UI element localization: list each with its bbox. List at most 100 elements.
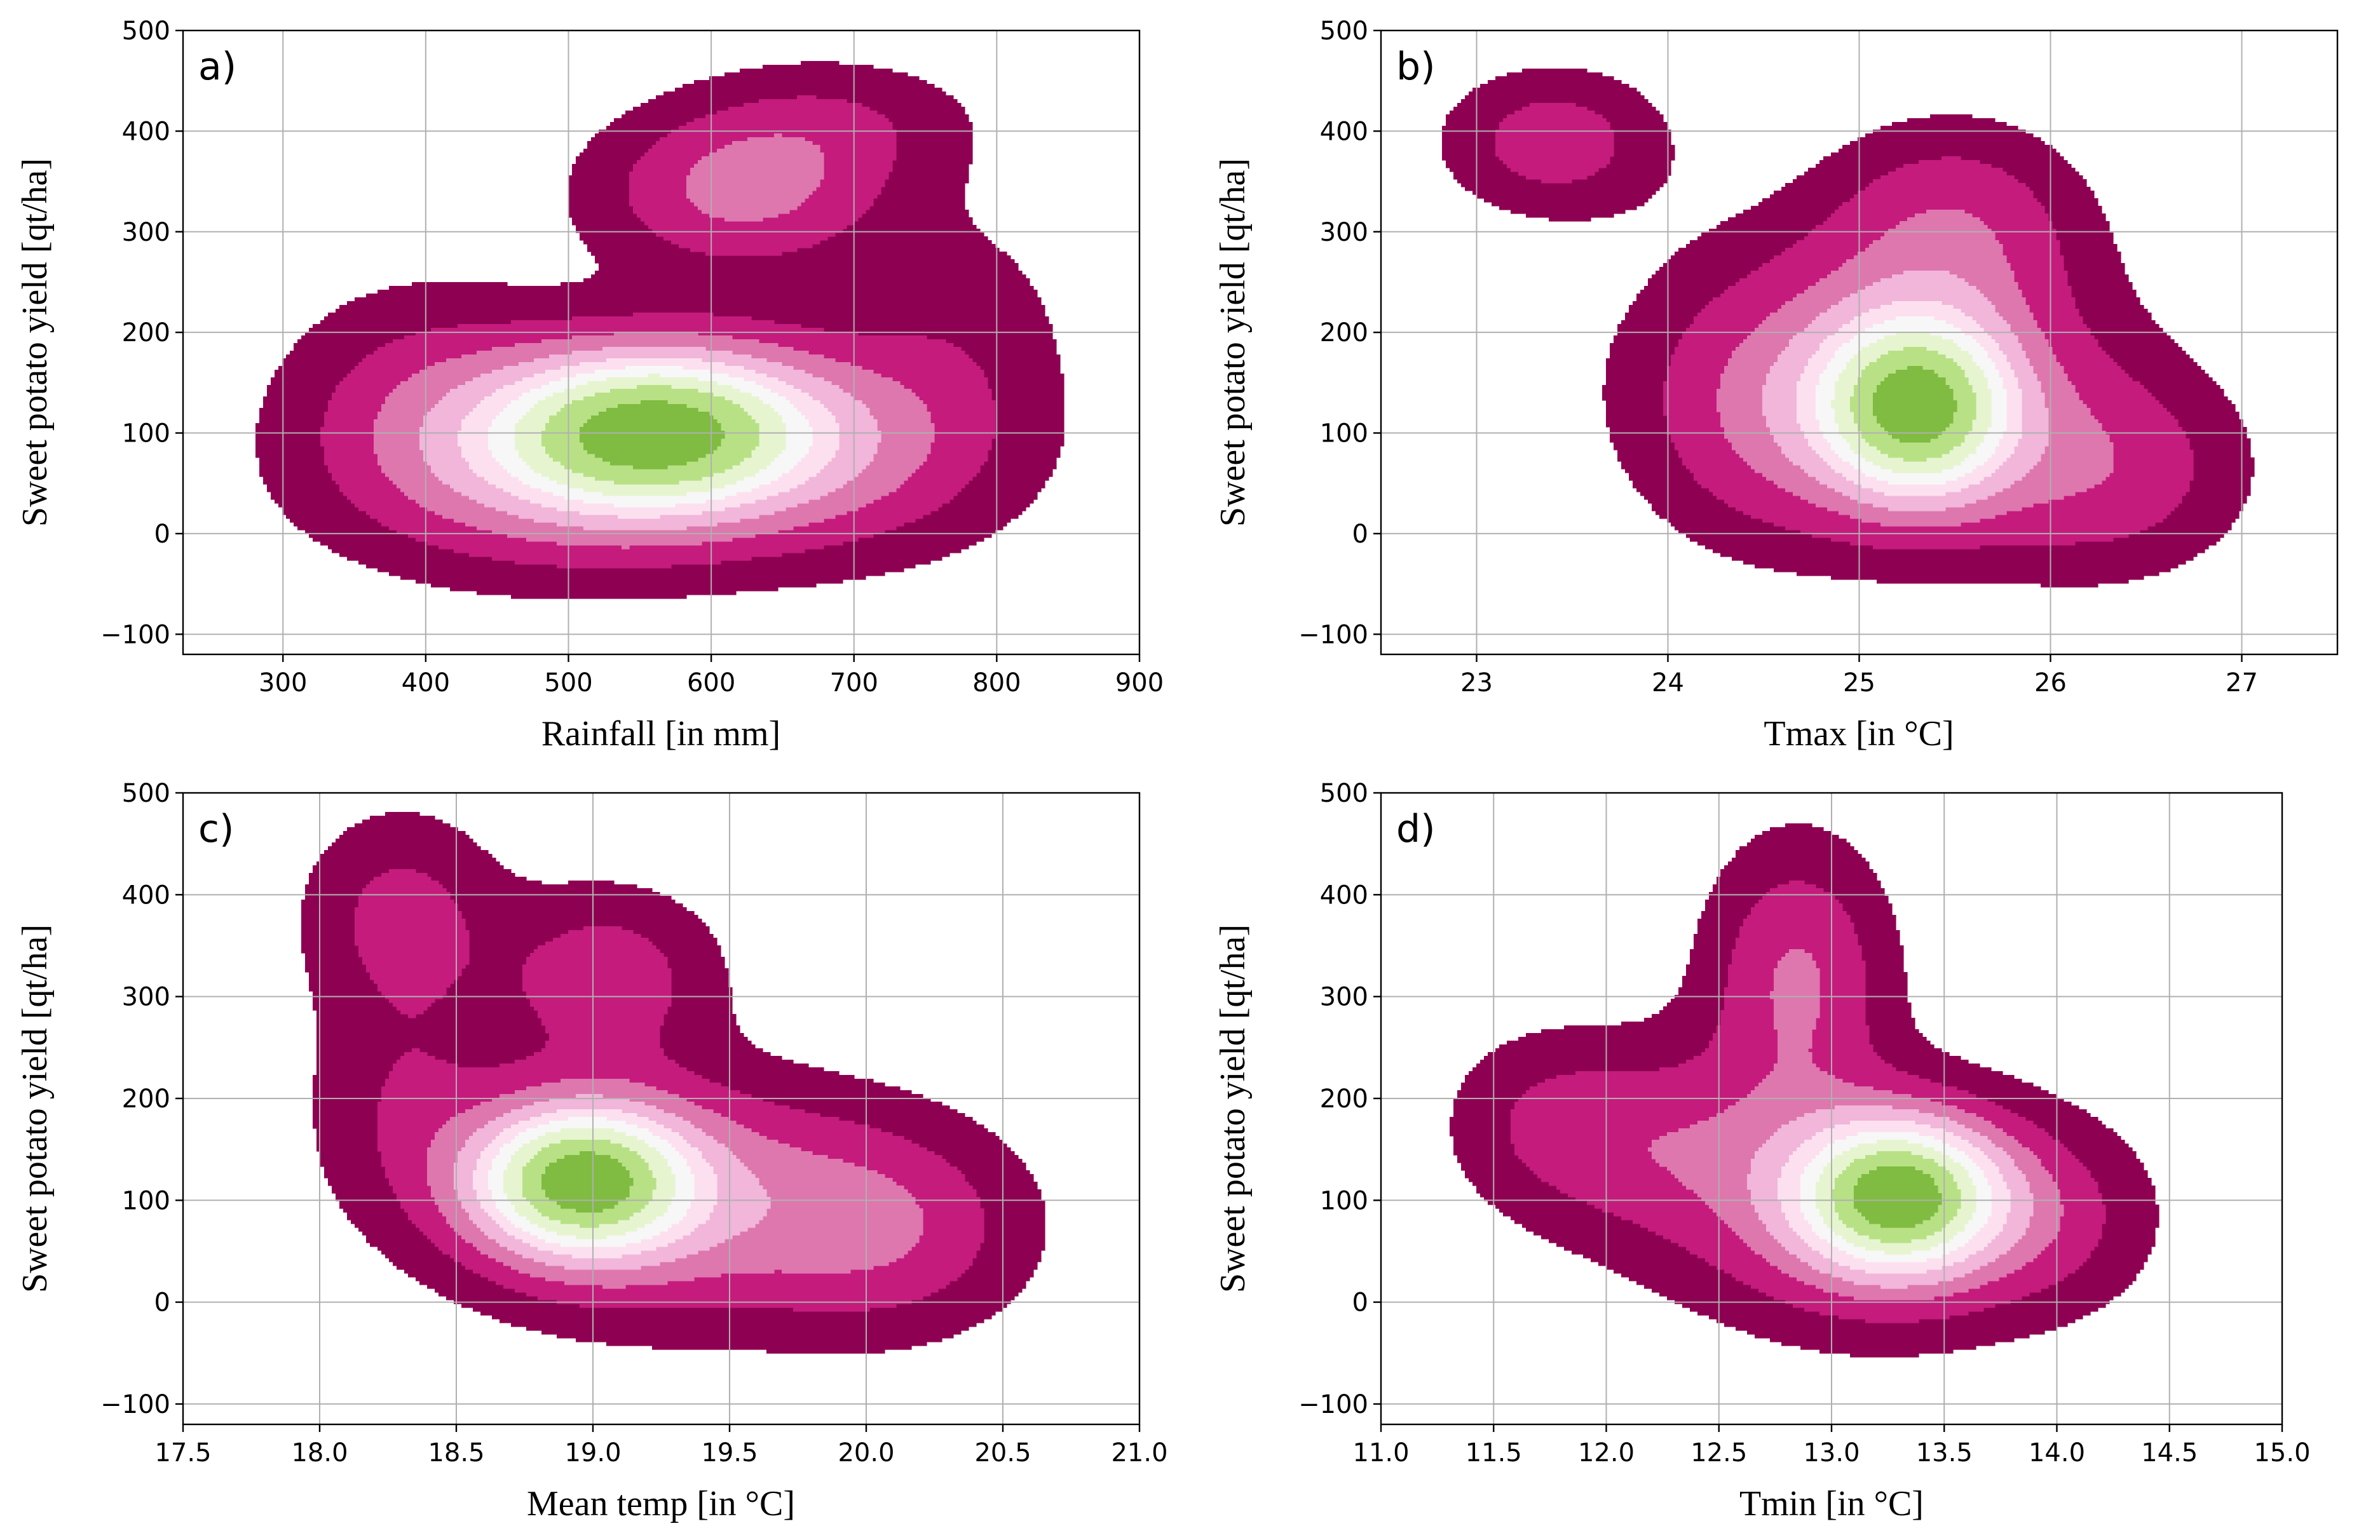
y-tick-label-c: −100 bbox=[100, 1390, 170, 1419]
x-tick-label-c: 21.0 bbox=[1111, 1438, 1167, 1468]
x-tick-label-c: 18.5 bbox=[428, 1438, 484, 1468]
x-axis-title-c: Mean temp [in °C] bbox=[527, 1484, 795, 1523]
y-tick-label-a: 0 bbox=[154, 520, 170, 549]
x-axis-title-d: Tmin [in °C] bbox=[1739, 1484, 1924, 1523]
density-band-d-1 bbox=[1450, 823, 2159, 1358]
y-tick-label-b: −100 bbox=[1298, 620, 1368, 649]
density-band-b-1 bbox=[1442, 69, 2255, 588]
density-band-c-1 bbox=[301, 812, 1045, 1354]
y-tick-label-a: 400 bbox=[122, 117, 170, 146]
x-tick-label-d: 14.5 bbox=[2141, 1438, 2198, 1468]
x-tick-label-b: 26 bbox=[2034, 668, 2067, 698]
x-tick-label-b: 27 bbox=[2226, 668, 2258, 698]
y-tick-label-a: 100 bbox=[122, 419, 170, 449]
chart-svg-d: 11.0 11.5 12.0 12.5 13.0 13.5 14.0 14.5 15.0 −100… bbox=[1213, 779, 2311, 1523]
x-tick-label-d: 13.0 bbox=[1803, 1438, 1860, 1468]
tick-labels-a: 300 400 500 600 700 800 900 −100 0 100 200 300 400 50… bbox=[100, 17, 1164, 698]
density-band-c-4 bbox=[454, 1094, 771, 1270]
density-band-c-9 bbox=[541, 1151, 634, 1213]
density-band-a-9 bbox=[580, 400, 725, 469]
chart-svg-c: 17.5 18.0 18.5 19.0 19.5 20.0 20.5 21.0 −100 0 100… bbox=[15, 779, 1168, 1523]
density-band-b-4 bbox=[1762, 271, 2049, 511]
x-tick-label-d: 12.5 bbox=[1690, 1438, 1747, 1468]
y-tick-label-a: 300 bbox=[122, 218, 170, 247]
y-tick-label-b: 500 bbox=[1320, 17, 1368, 46]
density-band-d-9 bbox=[1854, 1166, 1942, 1228]
y-tick-label-b: 100 bbox=[1320, 419, 1368, 449]
x-tick-label-c: 20.0 bbox=[838, 1438, 894, 1468]
x-axis-title-a: Rainfall [in mm] bbox=[541, 714, 780, 753]
y-tick-label-b: 300 bbox=[1320, 218, 1368, 247]
x-tick-label-d: 11.5 bbox=[1465, 1438, 1522, 1468]
chart-panel-b: 23 24 25 26 27 −100 0 100 200 300 400 500 b) Tmax [… bbox=[1190, 0, 2379, 770]
y-axis-title-b: Sweet potato yield [qt/ha] bbox=[1213, 158, 1253, 527]
x-tick-label-a: 700 bbox=[830, 668, 878, 698]
chart-panel-d: 11.0 11.5 12.0 12.5 13.0 13.5 14.0 14.5 15.0 −100… bbox=[1190, 770, 2379, 1540]
y-tick-label-c: 400 bbox=[122, 881, 170, 910]
x-axis-title-b: Tmax [in °C] bbox=[1764, 714, 1954, 753]
y-tick-label-c: 500 bbox=[122, 779, 170, 808]
chart-panel-a: 300 400 500 600 700 800 900 −100 0 100 200 300 400 50… bbox=[0, 0, 1190, 770]
chart-panel-c: 17.5 18.0 18.5 19.0 19.5 20.0 20.5 21.0 −100 0 100… bbox=[0, 770, 1190, 1540]
density-band-d-2 bbox=[1511, 881, 2106, 1323]
y-tick-label-d: 300 bbox=[1320, 983, 1368, 1012]
x-tick-label-c: 20.5 bbox=[974, 1438, 1031, 1468]
y-tick-label-a: 500 bbox=[122, 17, 170, 46]
density-band-a-3 bbox=[374, 133, 935, 550]
panel-label-a: a) bbox=[198, 44, 236, 89]
y-tick-label-d: −100 bbox=[1298, 1390, 1368, 1419]
panel-label-c: c) bbox=[198, 807, 234, 851]
x-tick-label-c: 17.5 bbox=[154, 1438, 211, 1468]
density-contours-d bbox=[1450, 823, 2159, 1358]
density-band-a-8 bbox=[541, 385, 759, 485]
y-tick-label-d: 0 bbox=[1352, 1288, 1368, 1318]
density-band-a-1 bbox=[255, 61, 1064, 599]
y-tick-label-d: 100 bbox=[1320, 1186, 1368, 1215]
x-tick-label-b: 23 bbox=[1460, 668, 1493, 698]
y-tick-label-d: 200 bbox=[1320, 1084, 1368, 1114]
y-tick-label-d: 400 bbox=[1320, 881, 1368, 910]
x-tick-label-c: 18.0 bbox=[291, 1438, 348, 1468]
density-band-b-9 bbox=[1873, 366, 1957, 443]
y-axis-title-a: Sweet potato yield [qt/ha] bbox=[15, 158, 55, 527]
x-tick-label-d: 14.0 bbox=[2029, 1438, 2085, 1468]
density-band-c-3 bbox=[427, 1079, 923, 1289]
x-tick-label-d: 11.0 bbox=[1352, 1438, 1409, 1468]
x-tick-label-b: 24 bbox=[1652, 668, 1684, 698]
panel-label-b: b) bbox=[1396, 44, 1436, 89]
y-tick-label-b: 400 bbox=[1320, 117, 1368, 146]
x-tick-label-a: 800 bbox=[972, 668, 1021, 698]
y-tick-label-c: 300 bbox=[122, 983, 170, 1012]
density-contours-c bbox=[301, 812, 1045, 1354]
chart-svg-b: 23 24 25 26 27 −100 0 100 200 300 400 500 b) Tmax [… bbox=[1213, 17, 2339, 753]
y-tick-label-a: 200 bbox=[122, 318, 170, 348]
y-tick-label-c: 100 bbox=[122, 1186, 170, 1215]
density-contours-b bbox=[1442, 69, 2255, 588]
x-tick-label-c: 19.5 bbox=[701, 1438, 758, 1468]
x-tick-label-a: 300 bbox=[259, 668, 307, 698]
x-tick-label-b: 25 bbox=[1843, 668, 1875, 698]
y-tick-label-c: 200 bbox=[122, 1084, 170, 1114]
panel-label-d: d) bbox=[1396, 807, 1436, 851]
x-tick-label-d: 15.0 bbox=[2254, 1438, 2310, 1468]
y-axis-title-c: Sweet potato yield [qt/ha] bbox=[15, 924, 55, 1293]
y-axis-title-d: Sweet potato yield [qt/ha] bbox=[1213, 924, 1253, 1293]
y-tick-label-a: −100 bbox=[100, 620, 170, 649]
x-tick-label-c: 19.0 bbox=[564, 1438, 621, 1468]
density-band-b-2 bbox=[1495, 103, 2194, 550]
y-tick-label-c: 0 bbox=[154, 1288, 170, 1318]
density-band-c-8 bbox=[522, 1140, 656, 1228]
tick-labels-c: 17.5 18.0 18.5 19.0 19.5 20.0 20.5 21.0 −100 0 100… bbox=[100, 779, 1167, 1468]
y-tick-label-d: 500 bbox=[1320, 779, 1368, 808]
x-tick-label-a: 400 bbox=[402, 668, 450, 698]
density-band-b-3 bbox=[1717, 210, 2114, 527]
density-contours-a bbox=[255, 61, 1064, 599]
density-band-d-3 bbox=[1648, 949, 2064, 1300]
x-tick-label-d: 13.5 bbox=[1916, 1438, 1973, 1468]
y-tick-label-b: 200 bbox=[1320, 318, 1368, 348]
plot-frame-a bbox=[182, 29, 1141, 656]
chart-svg-a: 300 400 500 600 700 800 900 −100 0 100 200 300 400 50… bbox=[15, 17, 1164, 753]
density-band-c-2 bbox=[355, 869, 984, 1312]
y-tick-label-b: 0 bbox=[1352, 520, 1368, 549]
x-tick-label-d: 12.0 bbox=[1578, 1438, 1635, 1468]
